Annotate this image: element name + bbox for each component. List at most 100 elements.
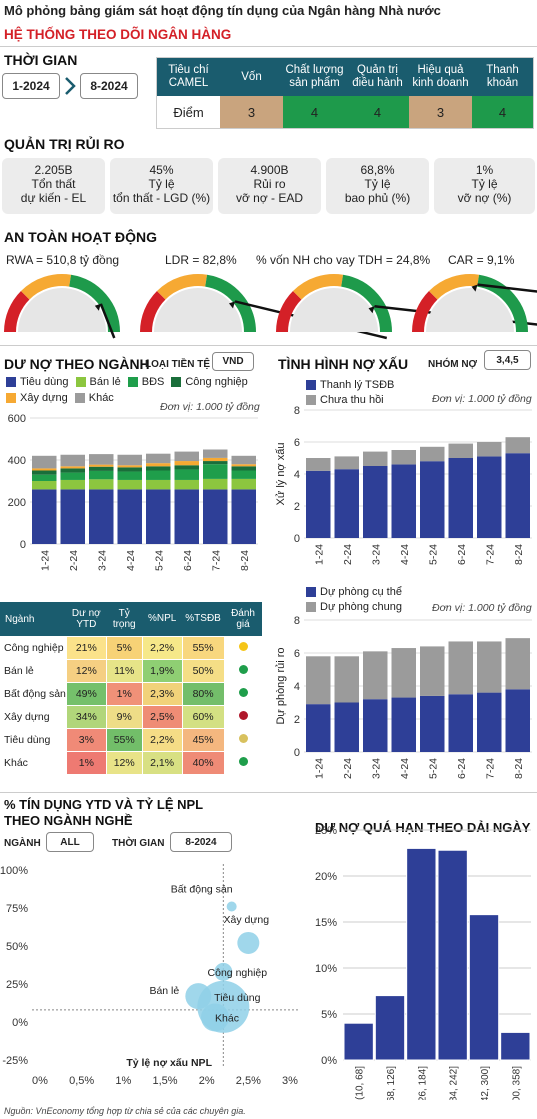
table-row: Tiêu dùng 3% 55% 2,2% 45% bbox=[0, 727, 262, 752]
x-tick-label: 7-24 bbox=[484, 544, 496, 565]
table-cell: 2,5% bbox=[141, 704, 183, 729]
legend-item: Bán lẻ bbox=[75, 376, 121, 388]
col-header: %NPL bbox=[142, 602, 183, 636]
bar-segment bbox=[146, 463, 171, 467]
gauge-arc bbox=[68, 274, 120, 333]
bar-segment bbox=[32, 468, 57, 471]
bar-segment bbox=[117, 465, 142, 468]
bar-segment bbox=[203, 489, 228, 544]
table-cell: Tiêu dùng bbox=[4, 733, 51, 746]
scatter-period-select[interactable]: 8-2024 bbox=[170, 832, 232, 852]
rating-cell bbox=[224, 636, 262, 659]
table-cell: 12% bbox=[65, 658, 107, 683]
x-tick-label: 2% bbox=[199, 1075, 215, 1087]
x-tick-label: 4-24 bbox=[399, 544, 411, 565]
currency-select[interactable]: VND bbox=[212, 352, 254, 371]
risk-boxes: 2.205B Tổn thất dự kiến - EL 45% Tỷ lệ t… bbox=[2, 158, 535, 214]
scatter-heading-2: THEO NGÀNH NGHỀ bbox=[4, 813, 133, 828]
gauge-face bbox=[18, 288, 106, 332]
table-cell: 1,9% bbox=[141, 658, 183, 683]
legend-swatch bbox=[306, 587, 316, 597]
y-tick-label: 2 bbox=[294, 714, 300, 726]
bar-segment bbox=[420, 446, 445, 462]
histogram-bar bbox=[406, 847, 437, 1061]
x-tick-label: (126, 184] bbox=[417, 1066, 428, 1100]
gauge-needle-tip bbox=[368, 306, 375, 314]
bar-segment bbox=[448, 694, 473, 752]
bar-segment bbox=[174, 479, 199, 490]
y-tick-label: 400 bbox=[8, 455, 26, 467]
y-axis-label: Xử lý nợ xấu bbox=[275, 443, 287, 506]
risk-value: 68,8% bbox=[360, 163, 395, 177]
bar-segment bbox=[117, 471, 142, 480]
x-tick-label: 2,5% bbox=[236, 1075, 261, 1087]
bar-segment bbox=[89, 479, 114, 490]
bar-segment bbox=[117, 467, 142, 472]
sector-debt-chart: 0 200 400 600 1-24 2-24 3-24 4-24 5-24 6-24 7-24 8-… bbox=[8, 413, 258, 571]
period-from-select[interactable]: 1-2024 bbox=[2, 73, 60, 99]
point-label: Công nghiệp bbox=[208, 967, 268, 979]
gauge-label-rwa: RWA = 510,8 tỷ đồng bbox=[6, 253, 120, 267]
legend-label: Dự phòng cụ thể bbox=[320, 586, 402, 598]
bar-segment bbox=[231, 466, 256, 471]
y-tick-label: 8 bbox=[294, 615, 300, 627]
rating-dot bbox=[238, 710, 248, 720]
table-cell: 45% bbox=[181, 727, 225, 752]
bar-segment bbox=[60, 472, 85, 480]
scatter-heading-1: % TÍN DỤNG YTD VÀ TỶ LỆ NPL bbox=[4, 797, 204, 812]
table-cell: 55% bbox=[181, 635, 225, 660]
risk-label: bao phủ (%) bbox=[344, 191, 411, 205]
page-title: Mô phỏng bảng giám sát hoạt động tín dụn… bbox=[4, 3, 441, 18]
rating-cell bbox=[224, 659, 262, 682]
y-tick-label: 600 bbox=[8, 413, 26, 425]
bar-segment bbox=[477, 692, 502, 752]
histogram-bar bbox=[437, 849, 468, 1061]
bar-segment bbox=[32, 489, 57, 544]
table-cell: Công nghiệp bbox=[4, 641, 64, 654]
histogram-bar bbox=[468, 914, 500, 1061]
bar-segment bbox=[60, 489, 85, 544]
period-to-select[interactable]: 8-2024 bbox=[80, 73, 138, 99]
camel-score-asset-quality: 4 bbox=[283, 96, 346, 128]
legend-item: Khác bbox=[74, 392, 114, 404]
table-cell: 21% bbox=[65, 635, 107, 660]
table-cell: 2,1% bbox=[141, 750, 183, 775]
x-tick-label: 7-24 bbox=[210, 550, 222, 571]
point-label: Khác bbox=[215, 1012, 239, 1024]
camel-col-management: Quản trị điều hành bbox=[346, 58, 409, 96]
legend-item: Tiêu dùng bbox=[6, 376, 69, 388]
sector-legend-row1: Tiêu dùng Bán lẻ BĐS Công nghiệp bbox=[6, 376, 248, 388]
y-tick-label: 0 bbox=[20, 539, 26, 551]
bar-segment bbox=[334, 656, 359, 703]
gauge-face bbox=[290, 288, 378, 332]
x-tick-label: 6-24 bbox=[456, 544, 468, 565]
scatter-point bbox=[237, 931, 260, 954]
gauge-needle-tip bbox=[94, 303, 101, 311]
x-tick-label: 5-24 bbox=[427, 758, 439, 779]
camel-col-earnings: Hiệu quả kinh doanh bbox=[409, 58, 472, 96]
col-header: Ngành bbox=[0, 602, 67, 636]
col-header: Tỷ trọng bbox=[106, 602, 143, 636]
bar-segment bbox=[32, 474, 57, 481]
y-tick-label: 2 bbox=[294, 501, 300, 513]
gauge-label-ltd: % vốn NH cho vay TDH = 24,8% bbox=[256, 253, 431, 267]
bar-segment bbox=[231, 470, 256, 479]
col-header: Dư nợ YTD bbox=[66, 602, 107, 636]
gauge-arc bbox=[292, 274, 344, 300]
table-cell: 40% bbox=[181, 750, 225, 775]
y-tick-label: 4 bbox=[294, 469, 300, 481]
x-tick-label: 4-24 bbox=[125, 550, 137, 571]
x-tick-label: 5-24 bbox=[153, 550, 165, 571]
y-tick-label: 0 bbox=[294, 747, 300, 759]
x-tick-label: 0,5% bbox=[69, 1075, 94, 1087]
bar-segment bbox=[146, 479, 171, 490]
scatter-sector-select[interactable]: ALL bbox=[46, 832, 94, 852]
bar-segment bbox=[60, 479, 85, 490]
y-tick-label: 4 bbox=[294, 681, 300, 693]
group-select[interactable]: 3,4,5 bbox=[484, 350, 531, 370]
bar-segment bbox=[89, 466, 114, 471]
bar-segment bbox=[391, 464, 416, 538]
rating-cell bbox=[224, 751, 262, 774]
bar-segment bbox=[231, 455, 256, 465]
bar-segment bbox=[174, 489, 199, 544]
